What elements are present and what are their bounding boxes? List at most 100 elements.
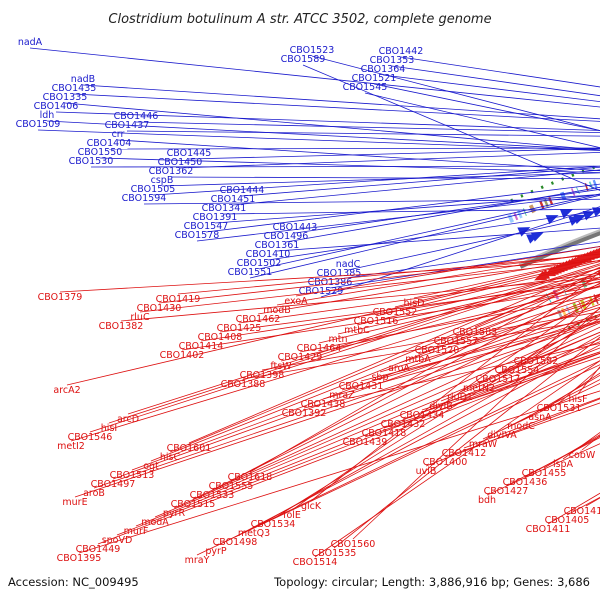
cog-band-segment: [556, 309, 564, 320]
forward-label-leader: [90, 165, 600, 168]
reverse-label-leader: [249, 269, 600, 473]
forward-label-leader: [400, 56, 600, 88]
reverse-gene-label: spoVD: [102, 535, 133, 546]
forward-gene-label: CBO1523: [290, 45, 335, 56]
reverse-label-leader: [112, 303, 600, 480]
reverse-label-leader: [89, 267, 600, 433]
reverse-label-leader: [154, 331, 600, 518]
forward-gene-label: CBO1361: [255, 240, 300, 251]
reverse-label-leader: [181, 286, 600, 351]
map-title: Clostridium botulinum A str. ATCC 3502, …: [108, 12, 491, 27]
forward-label-leader: [347, 215, 600, 271]
reverse-gene-label: CBO1498: [213, 537, 258, 548]
reverse-gene-label: CBO1462: [236, 314, 281, 325]
forward-label-leader: [311, 55, 600, 132]
forward-label-leader: [82, 84, 600, 120]
cog-band-segment: [543, 198, 549, 208]
forward-gene-label: CBO1364: [361, 64, 406, 75]
reverse-label-leader: [116, 347, 600, 536]
forward-gene-label: cspB: [151, 175, 174, 186]
reverse-label-leader: [242, 318, 600, 380]
reverse-gene-label: modC: [507, 421, 535, 432]
forward-label-leader: [241, 166, 600, 197]
reverse-label-leader: [253, 334, 600, 529]
forward-gene-label: CBO1550: [78, 147, 123, 158]
reverse-label-leader: [234, 344, 600, 538]
reverse-label-leader: [74, 321, 600, 498]
forward-label-leader: [391, 65, 600, 97]
reverse-gene-label: CBO1546: [68, 432, 113, 443]
reverse-label-leader: [120, 277, 600, 322]
reverse-gene-label: CBO1434: [400, 410, 445, 421]
reverse-gene-label: CBO1382: [99, 321, 144, 332]
reverse-label-leader: [360, 320, 600, 382]
forward-gene-label: CBO1353: [370, 55, 415, 66]
forward-gene-label: CBO1521: [352, 73, 397, 84]
reverse-gene-label: bdh: [478, 495, 496, 506]
reverse-label-leader: [497, 318, 600, 375]
reverse-gene-label: CBO1517: [476, 374, 521, 385]
reverse-gene-label: mraY: [185, 555, 210, 566]
reverse-label-leader: [215, 360, 600, 547]
reverse-label-leader: [310, 271, 600, 502]
forward-gene-label: CBO1386: [308, 277, 353, 288]
forward-label-leader: [37, 129, 600, 151]
forward-gene-label: CBO1505: [131, 184, 176, 195]
forward-label-leader: [223, 208, 600, 215]
forward-gene-label: CBO1335: [43, 92, 88, 103]
reverse-gene-label: CBO1552: [373, 307, 418, 318]
forward-gene-label: CBO1545: [343, 82, 388, 93]
reverse-gene-label: CBO1583: [453, 327, 498, 338]
reverse-gene-label: lspA: [553, 459, 574, 470]
cog-band-segment: [580, 277, 588, 288]
forward-gene-label: CBO1578: [175, 230, 220, 241]
reverse-gene-label: arcD: [117, 414, 139, 425]
reverse-gene-label: CBO1516: [354, 316, 399, 327]
reverse-label-leader: [139, 260, 600, 313]
reverse-gene-label: hisI: [101, 423, 117, 434]
forward-label-leader: [135, 121, 600, 134]
reverse-gene-label: glcK: [301, 501, 322, 512]
reverse-label-leader: [379, 306, 600, 373]
cog-band-segment: [588, 295, 595, 307]
reverse-gene-label: CBO1514: [293, 557, 338, 568]
reverse-gene-label: CBO1555: [209, 481, 254, 492]
reverse-gene-label: CBO1535: [312, 548, 357, 559]
forward-label-leader: [320, 206, 600, 298]
reverse-label-leader: [474, 270, 600, 328]
tick-dash: [550, 181, 554, 185]
reverse-gene-label: metQ3: [238, 528, 270, 539]
forward-label-leader: [214, 194, 600, 224]
accession-text: Accession: NC_009495: [8, 575, 139, 589]
reverse-label-leader: [337, 273, 600, 335]
reverse-label-leader: [318, 277, 600, 344]
reverse-gene-label: CBO1618: [228, 472, 273, 483]
reverse-label-leader: [219, 281, 600, 333]
reverse-gene-label: pyrR: [163, 508, 186, 519]
reverse-label-leader: [295, 246, 600, 297]
forward-gene-label: CBO1450: [158, 157, 203, 168]
reverse-label-leader: [127, 263, 600, 415]
reverse-gene-label: sbp: [371, 372, 388, 383]
reverse-gene-label: CBO1418: [362, 428, 407, 439]
reverse-label-leader: [78, 390, 600, 554]
reverse-label-leader: [356, 268, 600, 326]
forward-label-leader: [152, 165, 600, 196]
reverse-label-leader: [478, 326, 600, 384]
reverse-gene-label: CBO1497: [91, 479, 136, 490]
reverse-label-leader: [192, 313, 600, 500]
reverse-label-leader: [539, 372, 600, 413]
reverse-label-leader: [66, 259, 600, 386]
cog-band-segment: [559, 191, 567, 201]
forward-gene-label: CBO1406: [34, 101, 79, 112]
reverse-gene-label: CBO1400: [423, 457, 468, 468]
reverse-gene-label: CBO1429: [278, 352, 323, 363]
reverse-label-leader: [108, 264, 600, 424]
reverse-gene-label: divIB: [429, 401, 453, 412]
reverse-gene-label: CBO1534: [251, 519, 296, 530]
reverse-label-leader: [486, 443, 600, 496]
reverse-label-leader: [463, 397, 600, 449]
reverse-gene-label: hisC: [160, 452, 181, 463]
reverse-label-leader: [303, 342, 600, 409]
reverse-label-leader: [97, 353, 600, 545]
